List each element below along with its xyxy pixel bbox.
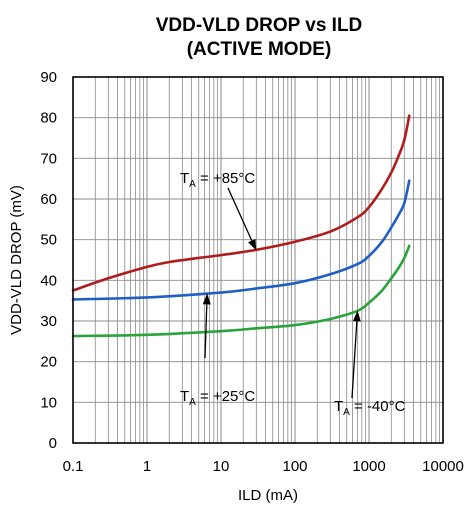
annotation-label-2: TA = +25°C — [180, 388, 255, 408]
y-tick-label: 40 — [40, 272, 57, 289]
y-tick-label: 30 — [40, 313, 57, 330]
chart-title-line-1: VDD-VLD DROP vs ILD — [156, 15, 363, 36]
plot-frame — [72, 76, 444, 444]
y-axis-label: VDD-VLD DROP (mV) — [8, 185, 25, 335]
x-tick-label: 1 — [143, 458, 151, 475]
y-tick-label: 70 — [40, 150, 57, 167]
annotation-arrowhead-2 — [202, 293, 211, 305]
series-line-1 — [71, 114, 411, 292]
y-tick-label: 90 — [40, 69, 57, 86]
annotation-arrowhead-1 — [248, 238, 257, 251]
chart-title-line-2: (ACTIVE MODE) — [187, 39, 332, 60]
y-tick-label: 50 — [40, 232, 57, 249]
annotation-arrow-1 — [227, 187, 253, 241]
x-tick-label: 10 — [213, 458, 230, 475]
y-tick-label: 60 — [40, 191, 57, 208]
annotation-label-1: TA = +85°C — [180, 170, 255, 190]
annotation-arrow-3 — [351, 321, 358, 399]
series-group — [71, 114, 411, 338]
y-tick-label: 0 — [49, 435, 57, 452]
annotation-label-3: TA = -40°C — [334, 398, 406, 418]
ticks: 0.1 1 10 100 1000 10000 0 10 20 30 40 50 60 70 80 90 — [40, 69, 464, 475]
y-tick-label: 10 — [40, 394, 57, 411]
x-axis-label: ILD (mA) — [238, 487, 298, 504]
x-tick-label: 10000 — [422, 458, 464, 475]
grid — [73, 77, 443, 443]
x-tick-label: 100 — [282, 458, 307, 475]
annotations: TA = +85°C TA = +25°C TA = -40°C — [180, 170, 406, 418]
annotation-arrow-2 — [204, 304, 208, 359]
x-tick-label: 0.1 — [63, 458, 84, 475]
y-tick-label: 80 — [40, 110, 57, 127]
x-tick-label: 1000 — [352, 458, 385, 475]
series-line-2 — [71, 179, 411, 301]
annotation-arrowhead-3 — [352, 310, 361, 322]
y-tick-label: 20 — [40, 354, 57, 371]
